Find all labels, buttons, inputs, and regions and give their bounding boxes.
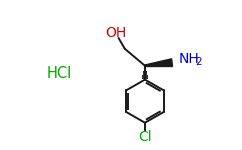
Polygon shape (145, 59, 173, 66)
Text: HCl: HCl (47, 66, 72, 81)
Text: OH: OH (106, 26, 127, 40)
Text: NH: NH (178, 52, 199, 66)
Text: 2: 2 (195, 57, 202, 67)
Text: Cl: Cl (138, 130, 152, 144)
